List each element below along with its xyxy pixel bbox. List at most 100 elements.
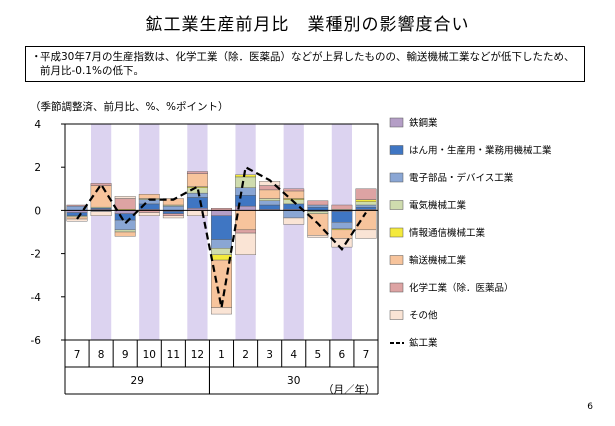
bar-segment [331,204,353,210]
legend-swatch [389,200,404,210]
legend-swatch [389,310,404,320]
bar-segment [211,210,232,216]
x-tick-label: 4 [290,349,297,361]
bar-segment [307,211,329,214]
year-label: 29 [131,375,144,387]
x-tick-label: 9 [122,349,129,361]
legend-swatch [389,145,404,155]
bar-segment [355,204,377,208]
bar-segment [235,187,257,196]
x-tick-label: 7 [74,349,81,361]
bar-segment [307,204,329,208]
total-line-path [76,165,367,308]
bar-segment [162,215,184,219]
legend-label: その他 [409,310,438,322]
legend-label: 情報通信機械工業 [409,227,486,239]
bar-segment [235,232,257,255]
bar-segment [90,183,112,186]
page-title: 鉱工業生産前月比 業種別の影響度合い [145,15,470,35]
bar-segment [283,188,305,192]
legend-label: 鉄鋼業 [409,117,438,129]
bar-segment [186,192,208,198]
note-bullet: ・ [31,51,42,63]
bar-segment [90,211,112,216]
legend-swatch [389,255,404,265]
bar-segment [211,307,232,315]
y-tick-label: -4 [31,292,42,304]
shade-band [139,124,160,340]
bar-segment [211,247,232,255]
bar-segment [138,193,160,199]
legend-swatch [389,282,404,293]
y-tick-label: -6 [31,335,42,347]
bar-segment [162,205,184,211]
shade-band [187,124,208,340]
bar-segment [138,212,160,216]
legend-label: 電子部品・デバイス工業 [409,172,514,184]
year-label: 30 [287,375,300,387]
y-tick-label: -2 [31,249,41,261]
bar-segment [186,210,208,216]
bar-segment [355,188,377,200]
legend-swatch [389,172,404,183]
bar-segment [211,239,232,249]
bar-segment [355,206,377,210]
bar-segment [331,238,353,248]
x-tick-label: 2 [242,349,249,361]
bar-segment [114,219,136,231]
bar-segment [114,231,136,237]
bar-segment [66,204,88,207]
x-tick-label: 6 [339,349,346,361]
bar-segment [355,199,377,202]
bar-segment [114,198,136,210]
plot-frame [64,123,379,341]
bar-segment [355,201,377,206]
bar-segment [235,176,257,188]
legend-swatch [389,117,404,128]
bar-segment [235,210,257,231]
bar-segment [259,200,281,206]
bar-segment [235,174,257,178]
unit-label: （季節調整済、前月比、%、%ポイント） [30,101,229,113]
x-tick-label: 8 [98,349,105,361]
x-tick-label: 10 [143,349,156,361]
bar-segment [162,211,184,214]
y-tick-label: 4 [34,119,41,131]
bar-segment [331,229,353,239]
bar-segment [114,213,136,221]
bar-segment [186,171,208,174]
total-index-line [76,165,367,308]
x-tick-label: 12 [191,349,204,361]
bar-segment [259,198,281,201]
bar-segment [259,181,281,186]
legend-label: はん用・生産用・業務用機械工業 [409,145,552,157]
chart-legend: 鉄鋼業はん用・生産用・業務用機械工業電子部品・デバイス工業電気機械工業情報通信機… [389,117,552,349]
y-tick-label: 0 [34,205,41,217]
bar-segment [331,211,353,223]
bar-segment [114,229,136,233]
bar-segment [114,196,136,199]
bar-segment [259,204,281,210]
bar-segment [186,197,208,209]
legend-label: 鉱工業 [409,337,438,349]
legend-label: 輸送機械工業 [409,255,467,267]
summary-note-text: 平成30年7月の生産指数は、化学工業（除．医薬品）などが上昇したものの、輸送機械… [40,51,575,77]
x-tick-label: 7 [363,349,370,361]
bar-segment [331,222,353,229]
bar-segment [66,218,88,222]
bar-segment [211,254,232,261]
bar-segment [307,235,329,238]
stacked-bars [66,171,377,315]
x-unit-label: （月／年） [323,383,376,396]
bar-segment [259,189,281,199]
bar-segment [66,212,88,216]
bar-segment [162,213,184,216]
bar-segment [355,229,377,239]
legend-swatch [389,227,404,238]
shade-band [283,124,304,340]
x-tick-label: 11 [167,349,180,361]
legend-label: 化学工業（除．医薬品） [409,282,514,294]
x-tick-label: 1 [218,349,225,361]
page-number: 6 [587,402,593,412]
